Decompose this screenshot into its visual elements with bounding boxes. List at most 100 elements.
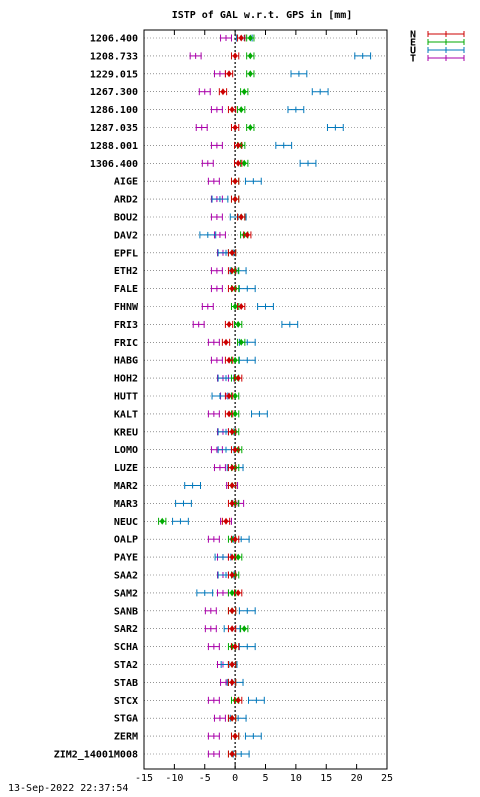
point-t	[189, 52, 202, 60]
station-label: 1229.015	[90, 69, 138, 80]
point-u	[275, 141, 293, 149]
point-n	[224, 70, 234, 78]
point-u	[238, 356, 256, 364]
station-label: FRIC	[114, 338, 138, 349]
legend-item-n: N	[410, 30, 465, 41]
station-label: ETH2	[114, 266, 138, 277]
station-label: HABG	[114, 356, 138, 367]
point-u	[199, 231, 217, 239]
point-t	[207, 535, 220, 543]
station-label: AIGE	[114, 177, 138, 188]
point-n	[227, 553, 237, 561]
point-u	[238, 607, 256, 615]
point-u	[326, 124, 344, 131]
point-n	[227, 661, 237, 668]
station-label: STA2	[114, 660, 138, 671]
point-u	[287, 106, 305, 114]
svg-text:T: T	[410, 54, 416, 65]
point-e	[246, 34, 255, 42]
point-t	[207, 338, 220, 346]
point-t	[192, 320, 205, 328]
point-n	[237, 213, 246, 221]
x-tick-label: 10	[290, 773, 302, 784]
point-e	[234, 320, 243, 328]
point-u	[311, 88, 329, 96]
timestamp: 13-Sep-2022 22:37:54	[8, 783, 128, 794]
point-t	[210, 356, 223, 364]
x-tick-label: -15	[135, 773, 153, 784]
point-u	[211, 195, 229, 203]
point-u	[244, 732, 262, 740]
x-tick-label: 15	[320, 773, 332, 784]
legend-item-u: U	[410, 46, 465, 57]
point-u	[354, 52, 372, 60]
station-label: ZIM2_14001M008	[54, 750, 138, 761]
point-e	[158, 517, 167, 525]
station-label: 1288.001	[90, 141, 138, 152]
point-n	[230, 732, 240, 740]
point-u	[184, 482, 201, 489]
station-label: KALT	[114, 409, 138, 420]
point-e	[240, 625, 249, 633]
point-n	[227, 285, 237, 293]
point-u	[257, 303, 274, 310]
station-label: 1208.733	[90, 51, 138, 62]
point-n	[227, 428, 237, 436]
point-t	[201, 159, 214, 167]
legend-item-e: E	[410, 38, 465, 49]
station-label: 1306.400	[90, 159, 138, 170]
point-t	[220, 34, 232, 42]
point-n	[227, 607, 237, 615]
point-u	[172, 517, 189, 525]
point-t	[210, 267, 223, 275]
point-t	[207, 750, 220, 758]
station-label: KREU	[114, 427, 138, 438]
x-tick-label: 25	[381, 773, 393, 784]
x-tick-label: 5	[262, 773, 268, 784]
point-t	[207, 410, 220, 418]
station-label: SAR2	[114, 624, 138, 635]
station-label: ZERM	[114, 732, 138, 743]
point-t	[213, 714, 226, 722]
station-label: HOH2	[114, 374, 138, 385]
station-label: SANB	[114, 606, 138, 617]
station-label: LOMO	[114, 445, 138, 456]
point-n	[230, 177, 240, 185]
svg-text:E: E	[410, 38, 416, 49]
point-n	[227, 750, 237, 758]
x-axis: -15 -10 -5 0 5 10 15 20 25	[135, 30, 393, 784]
point-t	[217, 589, 229, 597]
point-u	[175, 499, 192, 507]
point-e	[237, 106, 246, 114]
point-n	[230, 124, 240, 131]
point-t	[207, 732, 220, 740]
point-u	[244, 177, 262, 185]
station-label: NEUC	[114, 517, 138, 528]
station-label: BOU2	[114, 213, 138, 224]
point-t	[207, 177, 220, 185]
station-label: LUZE	[114, 463, 138, 474]
point-u	[238, 285, 256, 293]
point-t	[204, 607, 217, 615]
point-n	[227, 106, 237, 114]
point-n	[221, 338, 231, 346]
point-e	[246, 124, 255, 131]
x-tick-label: 0	[232, 773, 238, 784]
point-n	[234, 374, 243, 382]
point-t	[210, 285, 223, 293]
point-n	[227, 464, 237, 472]
point-e	[246, 70, 255, 78]
chart-title: ISTP of GAL w.r.t. GPS in [mm]	[172, 9, 353, 21]
x-tick-label: 20	[351, 773, 363, 784]
point-n	[224, 356, 234, 364]
station-label: SAA2	[114, 571, 138, 582]
point-n	[234, 159, 243, 167]
point-e	[237, 338, 246, 346]
station-label: FALE	[114, 284, 138, 295]
station-label: 1286.100	[90, 105, 138, 116]
legend-item-t: T	[410, 54, 465, 65]
point-n	[224, 410, 234, 418]
point-u	[247, 696, 265, 704]
point-n	[227, 571, 237, 579]
point-n	[227, 714, 237, 722]
